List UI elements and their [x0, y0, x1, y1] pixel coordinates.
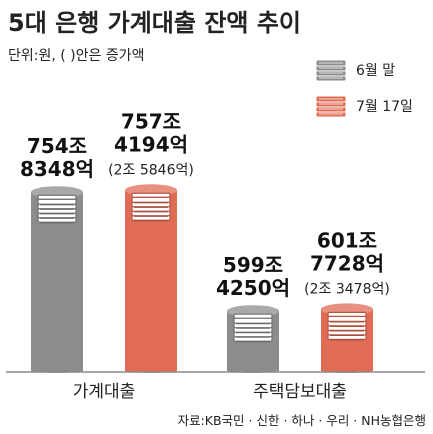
bar [227, 305, 279, 373]
data-label: 8348억 [20, 157, 94, 181]
category-label: 주택담보대출 [253, 382, 347, 402]
category-label: 가계대출 [73, 382, 136, 402]
legend-label: 7월 17일 [356, 99, 413, 115]
legend-icon [315, 95, 347, 118]
data-label: 599조 [223, 253, 283, 277]
data-label: 7728억 [310, 251, 384, 275]
data-label: 601조 [317, 228, 377, 252]
bar-body [125, 190, 177, 373]
chart-subtitle: 단위:원, ( )안은 증가액 [8, 48, 144, 64]
data-label: 4194억 [114, 132, 188, 156]
bar [31, 186, 83, 373]
increase-label: (2조 3478억) [304, 281, 390, 297]
paper-stack-icon [131, 192, 171, 222]
chart-title: 5대 은행 가계대출 잔액 추이 [8, 9, 301, 37]
paper-stack-icon [37, 194, 77, 224]
bar [321, 303, 373, 373]
bars [31, 184, 373, 373]
category-labels: 가계대출 주택담보대출 [73, 382, 347, 402]
legend-label: 6월 말 [356, 63, 395, 79]
paper-stack-icon [233, 313, 273, 343]
increase-label: (2조 5846억) [108, 162, 194, 178]
bar-body [31, 192, 83, 373]
source-note: 자료:KB국민 · 신한 · 하나 · 우리 · NH농협은행 [178, 413, 426, 428]
data-label: 4250억 [216, 276, 290, 300]
paper-stack-icon [327, 311, 367, 341]
legend: 6월 말 7월 17일 [315, 59, 413, 118]
data-label: 757조 [121, 109, 181, 133]
data-label: 754조 [27, 134, 87, 158]
legend-icon [315, 59, 347, 82]
bar [125, 184, 177, 373]
